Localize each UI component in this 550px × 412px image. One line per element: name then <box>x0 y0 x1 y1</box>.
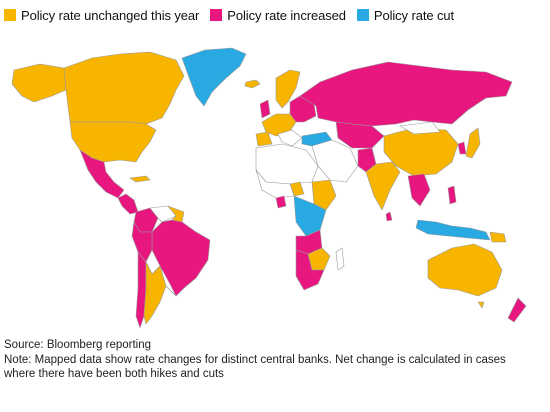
region-mongolia <box>399 121 441 135</box>
region-iberia <box>255 131 273 147</box>
map-legend: Policy rate unchanged this year Policy r… <box>4 4 465 26</box>
region-australia <box>427 243 503 297</box>
region-sri-lanka <box>385 211 393 222</box>
legend-label-unchanged: Policy rate unchanged this year <box>21 7 200 23</box>
region-east-africa <box>311 179 337 211</box>
source-text: Source: Bloomberg reporting <box>4 339 152 351</box>
region-central-america <box>117 193 139 215</box>
region-madagascar <box>335 247 345 271</box>
legend-swatch-cut <box>356 9 369 21</box>
legend-swatch-unchanged <box>4 9 16 21</box>
region-indonesia <box>415 219 491 241</box>
legend-label-increased: Policy rate increased <box>227 7 346 23</box>
region-italy-balkans <box>277 129 303 147</box>
region-scandinavia <box>275 69 301 109</box>
world-map <box>11 47 527 329</box>
region-argentina <box>143 261 167 325</box>
region-uruguay <box>159 265 177 297</box>
region-southeast-asia <box>407 173 431 207</box>
region-venezuela <box>149 205 177 223</box>
note-text-line2: where there have been both hikes and cut… <box>4 368 224 380</box>
region-new-zealand <box>507 297 527 323</box>
region-greenland <box>181 47 247 107</box>
region-ghana <box>275 195 287 209</box>
region-mexico <box>79 149 125 199</box>
region-north-africa <box>255 143 319 185</box>
legend-item-cut: Policy rate cut <box>356 7 455 23</box>
region-philippines <box>447 185 457 205</box>
region-japan <box>465 127 481 159</box>
legend-item-unchanged: Policy rate unchanged this year <box>4 8 199 23</box>
note-text-line1: Note: Mapped data show rate changes for … <box>4 353 506 366</box>
region-south-africa <box>295 249 325 291</box>
region-kazakhstan <box>335 121 385 149</box>
legend-item-increased: Policy rate increased <box>210 8 346 23</box>
legend-swatch-increased <box>210 9 223 21</box>
legend-label-cut: Policy rate cut <box>373 7 455 23</box>
region-alaska <box>11 63 67 103</box>
region-russia <box>299 61 513 127</box>
region-png <box>489 231 507 243</box>
region-uk <box>259 99 271 119</box>
region-iceland <box>244 79 261 89</box>
region-south-korea <box>457 141 467 155</box>
region-middle-east <box>311 139 359 183</box>
region-canada <box>63 51 185 125</box>
region-tasmania <box>477 301 485 309</box>
region-india <box>365 161 401 211</box>
footer: Source: Bloomberg reporting Note: Mapped… <box>4 338 546 382</box>
region-cuba <box>129 175 151 183</box>
